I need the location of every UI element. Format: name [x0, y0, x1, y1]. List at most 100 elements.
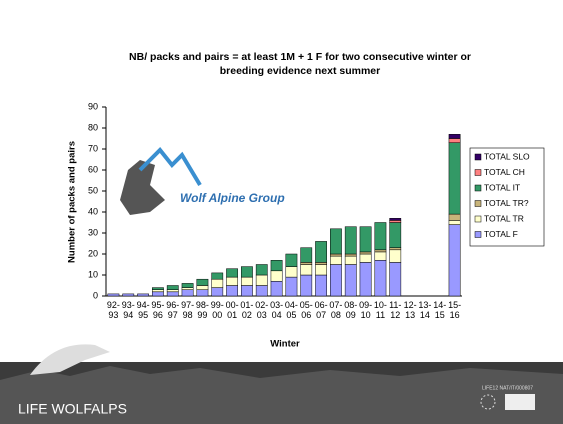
x-tick-label: 94-95	[136, 300, 150, 320]
bar-segment	[344, 264, 357, 297]
y-tick-label: 90	[88, 101, 98, 111]
y-tick-label: 10	[88, 269, 98, 279]
bar-segment	[107, 293, 120, 297]
bar-segment	[241, 266, 253, 278]
bar-segment	[448, 134, 461, 139]
bar-segment	[255, 285, 268, 297]
legend-label: TOTAL SLO	[484, 151, 530, 161]
bar-segment	[270, 281, 283, 297]
bar-segment	[300, 262, 313, 265]
bar-segment	[448, 220, 461, 225]
legend-label: TOTAL TR	[484, 213, 524, 223]
x-tick-label: 12-13	[403, 300, 417, 320]
x-tick-label: 95-96	[151, 300, 165, 320]
legend-swatch	[474, 231, 482, 238]
x-tick-label: 01-02	[240, 300, 254, 320]
bar-segment	[359, 253, 372, 263]
bar-segment	[152, 287, 164, 290]
bar-segment	[241, 276, 253, 286]
bar-segment	[330, 255, 342, 265]
x-tick-label: 02-03	[255, 300, 269, 320]
x-tick-label: 14-15	[433, 300, 447, 320]
legend-swatch	[474, 169, 482, 176]
bar-segment	[300, 247, 313, 263]
y-tick-label: 80	[88, 122, 98, 132]
x-tick-label: 98-99	[195, 300, 209, 320]
x-tick-label: 08-09	[344, 300, 358, 320]
x-tick-label: 09-10	[359, 300, 373, 320]
x-tick-label: 07-08	[329, 300, 343, 320]
bar-segment	[448, 142, 461, 215]
partner-logo	[505, 394, 535, 410]
y-tick-label: 40	[88, 206, 98, 216]
bar-segment	[166, 289, 179, 293]
bar-segment	[211, 287, 224, 297]
bar-segment	[374, 251, 387, 261]
bar-segment	[374, 260, 387, 297]
bar-segment	[359, 251, 372, 255]
x-tick-label: 04-05	[284, 300, 298, 320]
bar-segment	[374, 249, 387, 253]
x-tick-label: 13-14	[418, 300, 432, 320]
legend-label: TOTAL IT	[484, 182, 520, 192]
bar-segment	[241, 285, 253, 297]
bar-segment	[211, 278, 224, 288]
legend-swatch	[474, 215, 482, 223]
bar-segment	[300, 264, 313, 276]
footer-logo: LIFE WOLFALPS	[18, 401, 127, 417]
bar-segment	[359, 262, 372, 297]
chart-title: breeding evidence next summer	[220, 65, 380, 77]
mountain-line	[138, 147, 202, 187]
bar-segment	[285, 253, 298, 267]
bar-segment	[285, 276, 298, 297]
bar-segment	[359, 226, 372, 253]
bar-segment	[315, 264, 327, 276]
x-tick-label: 00-01	[225, 300, 239, 320]
legend-label: TOTAL F	[484, 229, 518, 239]
y-axis-label: Number of packs and pairs	[67, 141, 78, 263]
bar-segment	[137, 293, 149, 297]
bar-segment	[285, 266, 298, 278]
bar-segment	[389, 247, 402, 251]
bar-segment	[196, 285, 209, 290]
legend-label: TOTAL TR?	[484, 198, 529, 208]
x-tick-label: 10-11	[373, 300, 387, 320]
mountains	[0, 366, 563, 424]
bar-segment	[344, 226, 357, 255]
bar-segment	[389, 222, 402, 248]
bar-segment	[344, 255, 357, 265]
bar-segment	[270, 260, 283, 272]
y-tick-label: 20	[88, 248, 98, 258]
bar-segment	[330, 264, 342, 297]
y-tick-label: 50	[88, 185, 98, 195]
bar-segment	[196, 278, 209, 286]
bar-segment	[389, 262, 402, 297]
bar-segment	[181, 287, 194, 290]
bar-segment	[181, 283, 194, 288]
x-tick-label: 97-98	[181, 300, 195, 320]
legend-swatch	[474, 184, 482, 192]
bar-segment	[211, 272, 224, 280]
bar-segment	[389, 249, 402, 263]
bar-segment	[181, 289, 194, 297]
bar-segment	[270, 270, 283, 282]
y-tick-label: 70	[88, 143, 98, 153]
legend-swatch	[474, 153, 482, 161]
x-tick-label: 93-94	[121, 300, 135, 320]
wolf-silhouette	[30, 344, 110, 375]
bar-segment	[448, 138, 461, 143]
project-code: LIFE12 NAT/IT/000807	[482, 385, 533, 391]
bar-segment	[226, 276, 238, 286]
bar-segment	[196, 289, 209, 297]
chart-title: NB/ packs and pairs = at least 1M + 1 F …	[129, 51, 471, 63]
bar-segment	[226, 285, 238, 297]
x-tick-label: 03-04	[270, 300, 284, 320]
y-tick-label: 0	[93, 290, 98, 300]
x-tick-label: 92-93	[106, 300, 120, 320]
bar-segment	[330, 228, 342, 255]
x-axis-label: Winter	[270, 339, 300, 350]
legend-swatch	[474, 200, 482, 207]
x-tick-label: 96-97	[166, 300, 180, 320]
